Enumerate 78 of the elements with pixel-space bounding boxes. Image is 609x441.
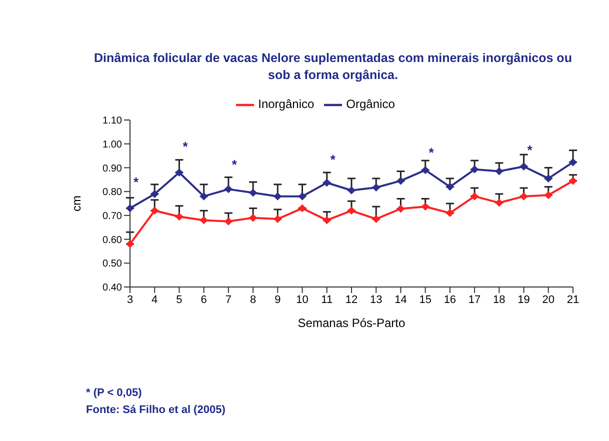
x-tick-label: 6 — [200, 294, 207, 306]
annotation: * — [182, 138, 189, 154]
y-tick-label: 0.70 — [102, 210, 122, 222]
point — [175, 212, 184, 221]
x-tick-label: 16 — [444, 294, 456, 306]
x-tick-label: 3 — [126, 294, 134, 306]
x-tick-label: 20 — [542, 294, 555, 306]
point — [126, 204, 134, 212]
x-tick-label: 19 — [518, 294, 530, 306]
annotation: * — [133, 174, 140, 190]
point — [470, 192, 479, 200]
y-tick-label: 1.10 — [102, 116, 122, 127]
chart-title: Dinâmica folicular de vacas Nelore suplementadas com minerais inorgânicos ou sob a forma orgânica. — [93, 50, 573, 84]
point — [396, 176, 405, 185]
point — [569, 158, 577, 166]
y-tick-label: 0.80 — [102, 187, 122, 198]
point — [126, 240, 134, 248]
legend-label: Orgânico — [346, 97, 395, 112]
y-tick-label: 0.90 — [102, 163, 122, 174]
point — [446, 182, 454, 191]
x-tick-label: 4 — [152, 294, 158, 306]
text: * (P < 0,05) — [86, 386, 143, 401]
point — [544, 191, 552, 200]
point — [150, 206, 159, 215]
point — [298, 204, 306, 212]
point — [495, 198, 504, 207]
point — [200, 192, 208, 200]
x-tick-label: 10 — [296, 294, 308, 306]
annotation: * — [330, 152, 336, 167]
point — [544, 174, 552, 182]
annotation: * — [232, 156, 238, 172]
x-axis-title: Semanas Pós-Parto — [298, 316, 406, 330]
x-tick-label: 8 — [250, 294, 256, 306]
point — [348, 186, 356, 194]
point — [298, 192, 306, 200]
point — [175, 168, 184, 176]
x-tick-label: 12 — [345, 294, 358, 306]
annotation: * — [428, 144, 435, 160]
x-tick-label: 5 — [176, 294, 182, 306]
annotation: * — [527, 142, 534, 158]
x-tick-label: 9 — [274, 294, 281, 306]
point — [372, 215, 380, 224]
point — [495, 167, 504, 176]
y-axis-title: cm — [69, 196, 84, 212]
point — [322, 178, 331, 187]
point — [274, 192, 282, 200]
y-tick-label: 0.60 — [102, 234, 122, 246]
point — [274, 215, 282, 224]
point — [421, 202, 430, 211]
point — [249, 214, 258, 222]
point — [520, 192, 528, 200]
point — [372, 184, 380, 192]
point — [446, 209, 454, 218]
legend-label: Inorgânico — [258, 97, 314, 112]
point — [322, 216, 331, 224]
point — [249, 188, 258, 197]
point — [421, 166, 430, 174]
point — [224, 217, 232, 226]
x-tick-label: 17 — [468, 294, 481, 306]
point — [396, 204, 405, 213]
x-tick-label: 7 — [225, 294, 232, 306]
point — [520, 162, 528, 171]
y-tick-label: 0.50 — [102, 258, 122, 270]
x-tick-label: 18 — [493, 294, 506, 306]
y-tick-label: 1.00 — [102, 139, 122, 150]
point — [569, 176, 577, 185]
x-tick-label: 11 — [321, 294, 333, 306]
point — [470, 165, 479, 174]
x-tick-label: 14 — [394, 294, 407, 306]
point — [224, 185, 232, 194]
x-tick-label: 15 — [419, 294, 432, 306]
point — [200, 216, 208, 224]
x-tick-label: 21 — [566, 294, 580, 306]
point — [150, 190, 159, 198]
point — [348, 206, 356, 215]
y-tick-label: 0.40 — [102, 282, 122, 294]
source-note: Fonte: Sá Filho et al (2005) — [86, 403, 226, 418]
x-tick-label: 13 — [370, 294, 382, 306]
